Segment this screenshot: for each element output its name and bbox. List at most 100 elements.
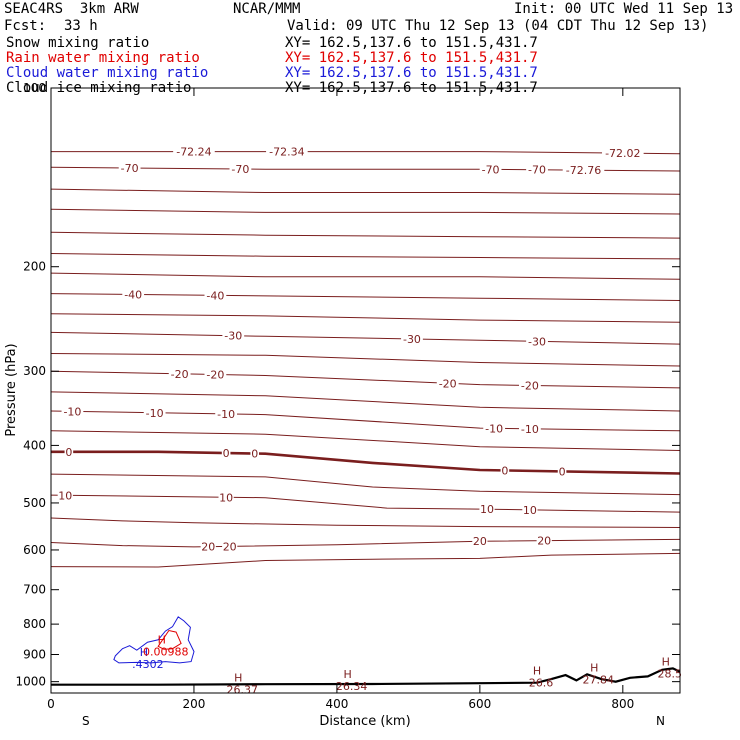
isotherm-label: -72.02: [605, 147, 640, 160]
isotherm-label-bg: [526, 163, 548, 176]
isotherm-label: 0: [65, 446, 72, 459]
extrema-value: 26.34: [336, 680, 368, 693]
isotherm--60: [50, 208, 681, 215]
isotherm-0: [51, 450, 681, 475]
y-tick-label: 800: [23, 617, 46, 631]
y-tick-label: 1000: [15, 675, 46, 689]
axes: 0 200 400 600 800100200300400500600700800900…: [15, 81, 680, 711]
extrema-h-marker: H: [234, 672, 242, 685]
extrema-h-marker: H: [533, 665, 541, 678]
isotherm-label: -70: [231, 163, 249, 176]
isotherm-label: -10: [146, 407, 164, 420]
isotherm--20: [50, 370, 681, 389]
isotherm-label-bg: [472, 535, 488, 548]
isotherm-label-bg: [536, 534, 552, 547]
isotherm-label-bg: [602, 147, 644, 160]
init-time: Init: 00 UTC Wed 11 Sep 13: [514, 1, 734, 17]
isotherm-label: 20: [201, 541, 215, 554]
terrain-line: [51, 667, 681, 686]
isotherm-label: -30: [224, 330, 242, 343]
isotherm-label: 20: [537, 535, 551, 548]
isotherm-label: 10: [523, 504, 537, 517]
rain-water-contour: [157, 629, 182, 650]
isotherm-label: -10: [521, 423, 539, 436]
terrain-surface: [51, 667, 681, 686]
forecast-label: Fcst:: [4, 18, 47, 34]
plot-frame: [50, 87, 681, 694]
isotherm-label-bg: [518, 422, 541, 435]
y-tick-label: 300: [23, 364, 46, 378]
isotherm-label-bg: [204, 289, 227, 302]
isotherm-label-bg: [218, 491, 234, 504]
isotherm-5: [50, 473, 681, 496]
isotherm-label-bg: [221, 446, 231, 459]
isotherm-label: -20: [206, 369, 224, 382]
isotherm-label: 0: [223, 447, 230, 460]
isotherm-label-bg: [143, 406, 166, 419]
isotherm-label: -72.34: [269, 146, 304, 159]
snow-field-xy: XY= 162.5,137.6 to 151.5,431.7: [285, 35, 538, 51]
isotherm-label: -10: [217, 408, 235, 421]
isotherm--55: [50, 231, 681, 239]
hydrometeor-contours: [113, 616, 195, 664]
isotherm-label-bg: [204, 368, 227, 381]
x-tick-label: 200: [183, 697, 206, 711]
x-tick-label: 800: [611, 697, 634, 711]
rain-field-xy: XY= 162.5,137.6 to 151.5,431.7: [285, 50, 538, 66]
isotherm-label-bg: [401, 333, 423, 346]
isotherm-label: 0: [251, 447, 258, 460]
isotherm-label: -70: [121, 162, 139, 175]
isotherm-label-bg: [222, 540, 238, 553]
isotherm-label-bg: [64, 445, 74, 458]
isotherm-label-bg: [168, 367, 191, 380]
cloud-water-field-xy: XY= 162.5,137.6 to 151.5,431.7: [285, 65, 538, 81]
isotherm-label: 10: [58, 489, 72, 502]
isotherm--15: [50, 391, 681, 412]
isotherm--40: [50, 293, 681, 301]
isotherm-label-bg: [229, 162, 252, 175]
y-tick-label: 500: [23, 496, 46, 510]
isotherm-label-bg: [118, 161, 141, 174]
isotherm-label-bg: [436, 377, 459, 390]
y-tick-label: 900: [23, 647, 46, 661]
temperature-contours: -72.24 -72.34 -72.02 -70 -70 -70 -70 -72.76 -40 -…: [50, 145, 681, 568]
y-tick-label: 600: [23, 543, 46, 557]
isotherm-label: 10: [480, 503, 494, 516]
valid-time: Valid: 09 UTC Thu 12 Sep 13 (04 CDT Thu …: [287, 18, 709, 34]
isotherm-label-bg: [173, 145, 215, 158]
extrema-value: 26.37: [227, 684, 259, 697]
isotherm-label: -10: [485, 422, 503, 435]
x-tick-label: 0: [47, 697, 55, 711]
isotherm-label-bg: [479, 163, 502, 176]
isotherm-10: [50, 494, 681, 513]
isotherm-label-bg: [215, 407, 238, 420]
left-endpoint-label: S: [82, 714, 90, 728]
x-tick-label: 600: [468, 697, 491, 711]
isotherm-label: 20: [473, 535, 487, 548]
extrema-value: 26.6: [529, 677, 554, 690]
x-axis-title: Distance (km): [319, 714, 410, 729]
isotherm-label: 10: [219, 491, 233, 504]
isotherm-label: 0: [501, 464, 508, 477]
extrema-h-marker: H: [590, 662, 598, 675]
isotherm-label: -10: [63, 405, 81, 418]
y-tick-label: 400: [23, 438, 46, 452]
isotherm-label: -40: [124, 289, 142, 302]
rain-field-name: Rain water mixing ratio: [6, 50, 200, 66]
extrema-value: 0.00988: [143, 645, 189, 658]
isotherm-label: 20: [223, 540, 237, 553]
isotherm-label: -30: [528, 335, 546, 348]
isotherm-label: 0: [559, 465, 566, 478]
isotherm-label: -20: [439, 377, 457, 390]
isotherm-label-bg: [200, 540, 216, 553]
isotherm-label-bg: [562, 164, 605, 177]
snow-field-name: Snow mixing ratio: [6, 35, 150, 51]
isotherm--30: [50, 331, 681, 345]
isotherm-label-bg: [250, 447, 260, 460]
isotherm-15: [50, 517, 681, 528]
isotherm--65: [50, 188, 681, 195]
extrema-h-marker: H: [343, 668, 351, 681]
isotherm-label: -72.24: [176, 146, 211, 159]
extrema-value: .4302: [132, 658, 164, 671]
